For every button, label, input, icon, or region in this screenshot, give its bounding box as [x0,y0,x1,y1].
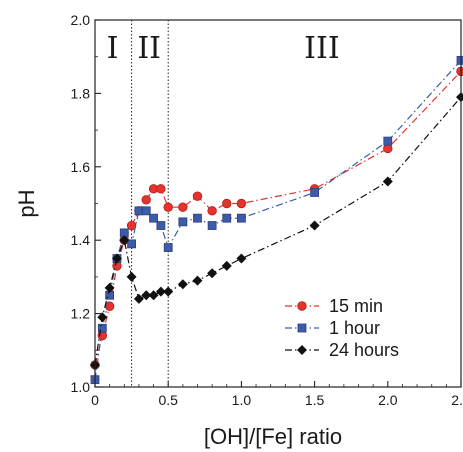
legend-marker-24-hours [297,345,307,355]
x-axis-label: [OH]/[Fe] ratio [204,424,342,449]
data-point-1-hour-13 [207,221,217,230]
data-point-15-min-7 [141,195,151,205]
legend-label-1-hour: 1 hour [329,318,380,338]
data-point-1-hour-18 [456,55,463,65]
data-point-1-hour-5 [127,239,136,249]
data-point-15-min-9 [156,184,166,194]
data-point-1-hour-15 [236,213,246,223]
y-tick-label-3: 1.6 [71,159,91,175]
y-tick-label-5: 2.0 [71,12,91,28]
data-point-24-hours-13 [207,268,218,279]
data-point-24-hours-4 [119,235,130,246]
region-label-1: I [107,31,119,66]
x-tick-label-3: 1.5 [305,392,325,408]
data-point-1-hour-1 [97,323,107,333]
data-point-24-hours-7 [141,290,152,301]
y-axis-label: pH [14,189,39,217]
y-tick-label-1: 1.2 [71,306,91,322]
x-tick-label-5: 2.5 [451,392,463,408]
data-point-15-min-5 [126,220,137,231]
data-point-24-hours-6 [133,293,144,304]
data-point-15-min-11 [178,202,188,212]
data-point-1-hour-11 [178,217,188,227]
data-point-15-min-18 [456,66,463,77]
data-point-15-min-15 [236,198,247,209]
data-point-1-hour-8 [149,213,158,223]
y-tick-label-4: 1.8 [71,85,91,101]
data-point-24-hours-3 [111,253,122,264]
data-point-24-hours-8 [148,290,159,301]
data-point-15-min-13 [207,206,217,216]
data-point-1-hour-14 [222,213,232,223]
series-line-24-hours [94,96,462,366]
data-point-24-hours-16 [309,220,320,231]
x-tick-label-0: 0 [91,392,99,408]
legend-label-15-min: 15 min [329,296,383,316]
data-point-24-hours-12 [192,275,203,286]
data-point-24-hours-5 [126,271,137,282]
data-point-24-hours-17 [382,176,393,187]
data-point-24-hours-18 [456,92,463,103]
data-point-24-hours-11 [177,279,188,290]
data-point-1-hour-16 [310,188,320,197]
data-point-24-hours-10 [163,286,174,297]
data-point-1-hour-9 [156,221,166,230]
legend-marker-15-min [297,301,307,311]
legend-label-24-hours: 24 hours [329,340,399,360]
x-tick-label-4: 2.0 [378,392,398,408]
data-point-15-min-10 [163,202,173,212]
data-point-1-hour-7 [141,206,151,216]
data-point-1-hour-17 [383,136,393,146]
y-tick-label-2: 1.4 [71,232,91,248]
data-point-1-hour-12 [193,213,202,223]
data-point-24-hours-14 [221,260,232,271]
data-point-1-hour-10 [163,243,173,252]
data-point-24-hours-1 [97,312,108,323]
data-point-15-min-14 [222,198,232,209]
legend-marker-1-hour [297,323,307,333]
x-tick-label-1: 0.5 [158,392,178,408]
data-point-24-hours-2 [104,282,115,293]
data-point-1-hour-6 [134,206,144,216]
plot-frame [94,19,462,388]
region-label-2: II [137,31,161,66]
data-point-24-hours-15 [236,253,247,264]
data-point-15-min-12 [192,191,203,201]
data-point-24-hours-9 [155,286,166,297]
region-label-3: III [304,31,340,66]
y-tick-label-0: 1.0 [71,379,91,395]
x-tick-label-2: 1.0 [232,392,252,408]
